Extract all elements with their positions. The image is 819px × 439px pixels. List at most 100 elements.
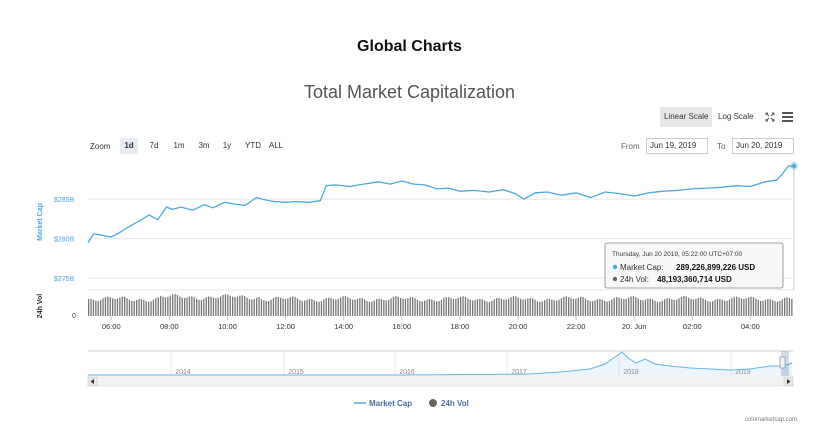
legend[interactable]: Market Cap 24h Vol [354,399,469,408]
zoom-button-7d[interactable]: 7d [149,141,159,150]
zoom-button-ytd[interactable]: YTD [245,141,261,150]
volume-bar [244,296,246,316]
volume-bar [114,298,116,316]
volume-bar [508,298,510,316]
x-tick-label: 12:00 [276,322,295,331]
volume-bar [148,301,150,316]
fullscreen-icon[interactable] [763,107,777,127]
volume-bar [724,300,726,316]
volume-bar [229,295,231,316]
volume-bar [457,297,459,316]
volume-bar [544,300,546,316]
volume-bar [385,300,387,316]
zoom-button-3m[interactable]: 3m [198,141,210,150]
volume-bar [702,298,704,316]
zoom-button-1y[interactable]: 1y [222,141,232,150]
volume-bar [380,299,383,316]
navigator-tick-label: 2015 [288,369,304,376]
volume-bar [731,297,733,316]
volume-bar [416,299,419,316]
volume-bar [788,297,791,316]
x-tick-label: 10:00 [218,322,237,331]
volume-bar [275,296,277,316]
navigator-handle[interactable] [779,356,786,369]
market-cap-series-line[interactable] [87,165,794,243]
volume-bar [779,300,781,316]
to-date-input[interactable]: Jun 20, 2019 [732,138,794,154]
zoom-button-all[interactable]: ALL [268,141,284,150]
volume-bar [136,300,138,316]
volume-bar [467,298,469,316]
hamburger-menu-icon[interactable] [780,107,794,127]
volume-bar [186,297,188,316]
volume-bar [685,296,687,316]
to-label: To [717,142,726,151]
volume-bar [311,299,313,316]
volume-bar [88,299,90,316]
volume-bar [133,300,135,316]
volume-bar [661,300,663,316]
volume-bar [443,298,445,316]
volume-bar [330,298,332,316]
volume-bar [176,294,179,316]
volume-bar [378,298,380,316]
volume-bar [212,297,215,316]
volume-bar [414,298,416,316]
volume-bar [587,299,589,316]
zoom-button-1m[interactable]: 1m [173,141,185,150]
x-tick-label: 16:00 [392,322,411,331]
volume-bar [196,298,198,316]
volume-bar [692,299,695,316]
volume-bar [695,298,697,316]
volume-bar [613,297,615,316]
volume-bar [568,297,570,316]
volume-bar [404,298,407,316]
volume-bar [505,299,507,316]
hover-point[interactable] [792,163,796,168]
volume-bar [596,299,599,316]
log-scale-button[interactable]: Log Scale [718,112,754,121]
scroll-right-arrow-icon [787,379,791,384]
volume-bar [364,299,366,316]
volume-bar [397,296,399,316]
volume-bar [347,297,349,316]
volume-bar [143,299,145,316]
volume-bar [359,298,361,316]
volume-bar [760,301,762,316]
volume-bar [683,296,685,316]
tooltip: Thursday, Jun 20 2019, 05:22:00 UTC+07:0… [604,242,784,289]
volume-bar [220,296,222,316]
volume-bar [224,294,227,316]
volume-bar [740,298,743,316]
volume-bar [565,296,567,316]
volume-bar [673,299,675,316]
volume-bar [328,297,330,316]
volume-bar [721,299,723,316]
volume-bar [268,301,270,316]
volume-bar [313,300,315,316]
zoom-button-1d[interactable]: 1d [120,138,138,154]
volume-bar [548,298,551,316]
volume-bar [342,296,344,316]
linear-scale-button[interactable]: Linear Scale [660,107,713,127]
legend-item-vol[interactable]: 24h Vol [441,399,469,408]
volume-bar [172,294,174,316]
volume-axis-title: 24h Vol [37,294,44,318]
x-tick-label: 02:00 [683,322,702,331]
tooltip-vol-label: 24h Vol: [620,275,649,284]
volume-bar [496,298,498,316]
volume-bar [280,297,282,316]
from-label: From [621,142,640,151]
volume-bar [337,298,339,316]
volume-bar [162,296,164,316]
volume-bar [174,294,176,316]
volume-bar [582,297,584,316]
page-title: Global Charts [357,38,462,55]
legend-item-marketcap[interactable]: Market Cap [369,399,412,408]
volume-bar [728,299,731,316]
from-date-input[interactable]: Jun 19, 2019 [646,138,708,154]
volume-bar [287,298,289,316]
navigator-scrollbar-track[interactable] [87,376,794,387]
volume-bar [92,299,95,316]
